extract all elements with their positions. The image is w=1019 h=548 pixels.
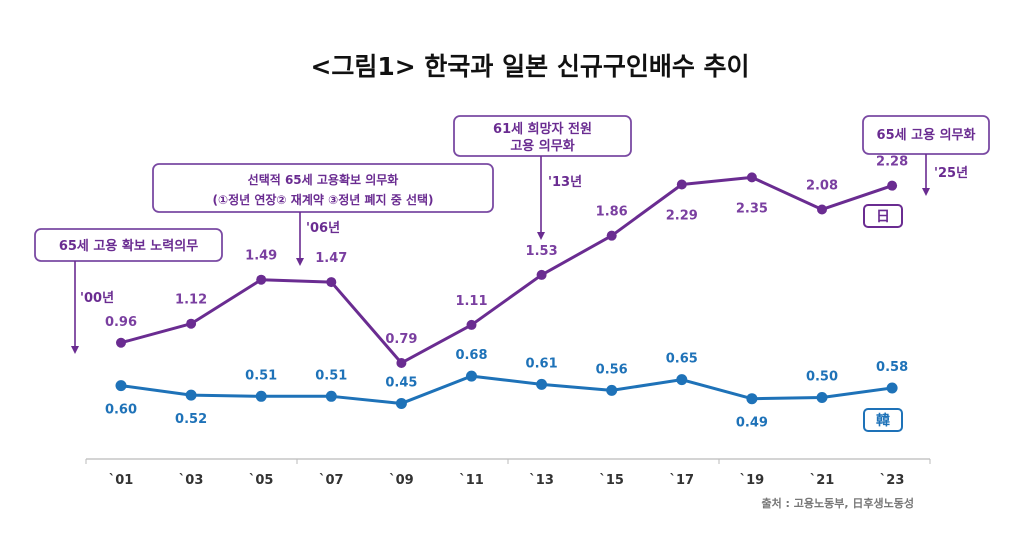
data-label-japan: 2.29: [666, 208, 698, 223]
x-tick-label: `11: [459, 473, 484, 488]
data-label-korea: 0.68: [455, 348, 487, 363]
data-label-korea: 0.52: [175, 412, 207, 427]
annotation-box: [34, 228, 223, 262]
point-japan: [676, 179, 687, 190]
data-label-korea: 0.51: [245, 368, 277, 383]
annotation-2006: 선택적 65세 고용확보 의무화 (①정년 연장② 재계약 ③정년 폐지 중 선택…: [152, 163, 494, 266]
annotation-box: [152, 163, 494, 213]
data-label-japan: 0.96: [105, 315, 137, 330]
point-japan: [396, 357, 407, 368]
point-japan: [326, 277, 337, 288]
legend-korea: 韓: [863, 408, 903, 432]
line-japan: [120, 175, 893, 365]
data-label-japan: 1.49: [245, 249, 277, 264]
point-korea: [816, 392, 828, 403]
point-korea: [746, 393, 758, 405]
point-korea: [676, 374, 688, 386]
annotation-text: (①정년 연장② 재계약 ③정년 폐지 중 선택): [212, 192, 433, 207]
legend-japan: 日: [863, 204, 903, 228]
arrow-down-icon: [296, 258, 304, 266]
data-label-japan: 1.47: [315, 251, 347, 266]
point-korea: [395, 397, 407, 409]
data-label-korea: 0.49: [736, 416, 768, 431]
x-tick-label: `05: [249, 473, 274, 488]
x-tick-label: `19: [740, 473, 765, 488]
point-japan: [536, 269, 547, 280]
data-label-korea: 0.65: [666, 352, 698, 367]
chart-title: <그림1> 한국과 일본 신규구인배수 추이: [310, 52, 749, 81]
annotation-year: '06년: [306, 221, 340, 236]
series-group: 0.96 1.12 1.49 1.47 0.79 1.11 1.53 1.86 2.29 2.35…: [105, 155, 908, 431]
data-label-japan: 1.86: [596, 205, 628, 220]
data-label-korea: 0.51: [315, 368, 347, 383]
x-tick-label: `03: [179, 473, 204, 488]
legend-japan-box: [863, 204, 903, 228]
data-label-japan: 2.35: [736, 201, 768, 216]
annotation-2025: 65세 고용 의무화 '25년: [862, 115, 990, 196]
arrow-down-icon: [537, 232, 545, 240]
point-japan: [887, 180, 898, 191]
annotation-text: 고용 의무화: [510, 138, 574, 154]
point-korea: [536, 378, 548, 390]
data-label-japan: 1.11: [455, 294, 487, 309]
data-label-japan: 0.79: [385, 332, 417, 347]
series-japan: 0.96 1.12 1.49 1.47 0.79 1.11 1.53 1.86 2.29 2.35…: [105, 155, 908, 368]
point-korea: [466, 370, 477, 382]
annotation-text: 61세 희망자 전원: [493, 121, 592, 137]
annotation-text: 선택적 65세 고용확보 의무화: [248, 172, 399, 187]
point-korea: [325, 390, 337, 402]
x-tick-label: `17: [670, 473, 695, 488]
data-label-japan: 2.28: [876, 155, 908, 170]
arrow-down-icon: [922, 188, 930, 196]
data-label-korea: 0.60: [105, 403, 137, 418]
annotation-2000: 65세 고용 확보 노력의무 '00년: [34, 228, 223, 354]
annotation-text: 65세 고용 확보 노력의무: [59, 238, 198, 254]
point-korea: [255, 390, 267, 402]
data-label-korea: 0.61: [526, 356, 558, 371]
x-tick-label: `09: [389, 473, 414, 488]
x-tick-label: `23: [880, 473, 905, 488]
annotation-year: '25년: [934, 166, 968, 181]
point-japan: [817, 204, 827, 215]
annotations: 65세 고용 확보 노력의무 '00년 선택적 65세 고용확보 의무화 (①정년 연…: [34, 115, 990, 354]
data-label-korea: 0.50: [806, 370, 838, 385]
x-tick-label: `15: [599, 473, 624, 488]
legend-korea-box: [863, 408, 903, 432]
data-label-korea: 0.56: [596, 362, 628, 377]
point-japan: [186, 318, 197, 329]
legend-korea-label: 韓: [876, 412, 890, 429]
arrow-down-icon: [71, 346, 79, 354]
point-japan: [606, 230, 617, 241]
point-japan: [466, 319, 477, 330]
point-korea: [115, 380, 127, 392]
series-korea: 0.60 0.52 0.51 0.51 0.45 0.68 0.61 0.56 0.65 0.49…: [105, 348, 908, 431]
x-tick-label: `21: [810, 473, 835, 488]
annotation-text: 65세 고용 의무화: [877, 127, 976, 143]
annotation-year: '13년: [548, 175, 582, 190]
x-axis: `01 `03 `05 `07 `09 `11 `13 `15 `17 `19 `21 `23: [85, 458, 931, 488]
x-tick-label: `07: [319, 473, 344, 488]
point-japan: [256, 274, 267, 285]
annotation-year: '00년: [80, 291, 114, 306]
source-note: 출처 : 고용노동부, 日후생노동성: [761, 496, 914, 510]
data-label-japan: 1.12: [175, 293, 207, 308]
annotation-box: [453, 115, 632, 157]
data-label-korea: 0.58: [876, 360, 908, 375]
legend-japan-label: 日: [876, 209, 890, 225]
point-korea: [886, 382, 898, 394]
data-label-japan: 1.53: [526, 244, 558, 259]
x-tick-label: `01: [109, 473, 134, 488]
point-japan: [116, 337, 126, 348]
data-label-japan: 2.08: [806, 178, 838, 193]
data-label-korea: 0.45: [385, 375, 417, 390]
x-tick-label: `13: [529, 473, 554, 488]
line-korea: [120, 374, 893, 405]
point-korea: [185, 389, 197, 401]
point-korea: [606, 384, 618, 396]
point-japan: [746, 172, 757, 183]
